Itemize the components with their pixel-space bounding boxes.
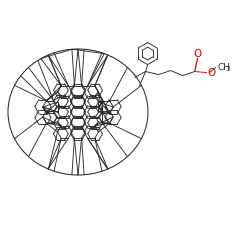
Text: CH: CH [218,63,230,72]
Text: 3: 3 [226,66,230,71]
Text: O: O [194,48,202,58]
Text: O: O [208,68,216,78]
